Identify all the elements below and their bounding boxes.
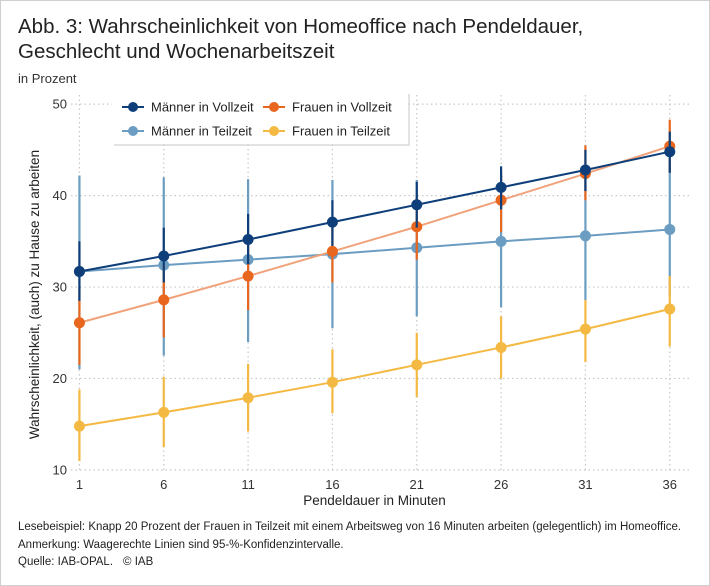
legend-label: Männer in Vollzeit bbox=[151, 100, 254, 115]
legend-swatch-marker bbox=[128, 102, 138, 112]
data-point bbox=[242, 270, 254, 282]
data-point bbox=[242, 392, 254, 404]
title-line-2: Geschlecht und Wochenarbeitszeit bbox=[18, 40, 335, 63]
data-point bbox=[158, 294, 170, 306]
figure-footer: Lesebeispiel: Knapp 20 Prozent der Fraue… bbox=[18, 519, 698, 572]
legend-item: Frauen in Vollzeit bbox=[263, 100, 392, 115]
y-tick-label: 30 bbox=[53, 280, 67, 295]
legend-item: Männer in Teilzeit bbox=[122, 124, 252, 139]
series-line bbox=[79, 308, 670, 428]
data-point bbox=[664, 303, 676, 315]
data-point bbox=[664, 223, 676, 235]
source: Quelle: IAB-OPAL. bbox=[18, 556, 114, 568]
unit-label: in Prozent bbox=[18, 71, 77, 86]
data-point bbox=[579, 164, 591, 176]
figure-title: Abb. 3: Wahrscheinlichkeit von Homeoffic… bbox=[18, 14, 688, 64]
data-point bbox=[495, 181, 507, 193]
x-tick-label: 16 bbox=[325, 477, 339, 492]
y-tick-label: 50 bbox=[53, 97, 67, 112]
x-tick-label: 26 bbox=[494, 477, 508, 492]
series-line bbox=[79, 150, 670, 273]
title-line-1: Abb. 3: Wahrscheinlichkeit von Homeoffic… bbox=[18, 15, 584, 38]
legend-swatch-marker bbox=[269, 126, 279, 136]
data-point bbox=[495, 341, 507, 353]
data-point bbox=[73, 420, 85, 432]
y-tick-label: 10 bbox=[53, 463, 67, 478]
legend: Männer in Vollzeit Frauen in Vollzeit Männ… bbox=[112, 92, 410, 146]
legend-swatch-marker bbox=[128, 126, 138, 136]
legend-box bbox=[112, 92, 408, 144]
data-point bbox=[326, 245, 338, 257]
series-line bbox=[79, 228, 670, 273]
x-tick-label: 36 bbox=[663, 477, 677, 492]
data-point bbox=[242, 234, 254, 246]
data-point bbox=[326, 376, 338, 388]
data-point bbox=[158, 406, 170, 418]
legend-label: Männer in Teilzeit bbox=[151, 124, 252, 139]
series-layer bbox=[73, 119, 676, 461]
x-tick-label: 21 bbox=[410, 477, 424, 492]
data-point bbox=[579, 323, 591, 335]
copyright: © IAB bbox=[123, 556, 154, 568]
legend-label: Frauen in Vollzeit bbox=[292, 100, 392, 115]
series-line bbox=[79, 145, 671, 324]
data-point bbox=[326, 216, 338, 228]
series-maenner-vollzeit bbox=[73, 131, 676, 301]
y-tick-label: 20 bbox=[53, 371, 67, 386]
series-frauen-teilzeit bbox=[73, 276, 676, 461]
legend-label: Frauen in Teilzeit bbox=[292, 124, 390, 139]
x-tick-label: 11 bbox=[241, 477, 255, 492]
x-axis-title: Pendeldauer in Minuten bbox=[303, 493, 446, 508]
data-point bbox=[495, 235, 507, 247]
legend-swatch-marker bbox=[269, 102, 279, 112]
x-tick-label: 6 bbox=[160, 477, 167, 492]
legend-item: Männer in Vollzeit bbox=[122, 100, 254, 115]
note: Anmerkung: Waagerechte Linien sind 95-%-… bbox=[18, 538, 344, 551]
y-tick-label: 40 bbox=[53, 188, 67, 203]
data-point bbox=[664, 146, 676, 158]
data-point bbox=[158, 250, 170, 262]
data-point bbox=[579, 230, 591, 242]
data-point bbox=[73, 266, 85, 278]
source-line: Quelle: IAB-OPAL. © IAB bbox=[18, 554, 698, 572]
data-point bbox=[411, 199, 423, 211]
data-point bbox=[73, 317, 85, 329]
data-point bbox=[411, 359, 423, 371]
legend-item: Frauen in Teilzeit bbox=[263, 124, 390, 139]
y-axis-title: Wahrscheinlichkeit, (auch) zu Hause zu a… bbox=[27, 150, 42, 439]
x-tick-label: 31 bbox=[578, 477, 592, 492]
x-tick-label: 1 bbox=[76, 477, 83, 492]
reading-example: Lesebeispiel: Knapp 20 Prozent der Fraue… bbox=[18, 521, 682, 533]
